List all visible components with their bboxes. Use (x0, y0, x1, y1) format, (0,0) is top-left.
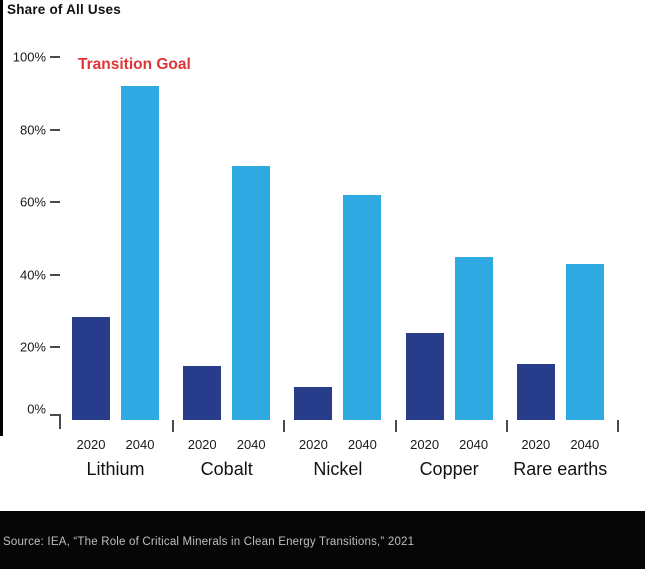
year-label-2020-cobalt: 2020 (187, 437, 217, 452)
bar-2040-lithium (121, 86, 159, 420)
year-label-2040-rare-earths: 2040 (570, 437, 600, 452)
x-axis-group-tick-3 (394, 420, 397, 432)
y-axis-tick-20 (50, 346, 60, 349)
y-axis-label-80: 80% (19, 122, 46, 138)
y-axis-tick-60 (50, 201, 60, 204)
bar-2040-cobalt (232, 165, 271, 420)
bar-2040-nickel (343, 194, 382, 420)
bar-2020-cobalt (183, 365, 222, 420)
year-label-2020-nickel: 2020 (298, 437, 328, 452)
year-label-2020-lithium: 2020 (76, 437, 106, 452)
category-label-copper: Copper (419, 459, 479, 479)
y-axis-label-60: 60% (19, 194, 46, 210)
bar-2020-rare-earths (516, 363, 555, 420)
category-label-nickel: Nickel (313, 459, 363, 479)
year-label-2040-copper: 2040 (459, 437, 489, 452)
x-axis-group-tick-2 (283, 420, 286, 432)
y-axis-label-100: 100% (12, 49, 46, 65)
year-label-2020-copper: 2020 (410, 437, 440, 452)
x-axis-group-tick-1 (172, 420, 175, 432)
transition-goal-annotation: Transition Goal (78, 56, 191, 73)
y-axis-tick-80 (50, 128, 60, 131)
category-label-lithium: Lithium (86, 459, 145, 479)
y-axis-label-0: 0% (27, 401, 46, 417)
year-label-2040-lithium: 2040 (125, 437, 155, 452)
source-footer: Source: IEA, “The Role of Critical Miner… (0, 511, 645, 569)
x-axis-group-tick-5 (617, 420, 619, 432)
year-label-2040-nickel: 2040 (347, 437, 377, 452)
source-text: Source: IEA, “The Role of Critical Miner… (3, 536, 415, 548)
chart-title: Share of All Uses (7, 2, 121, 17)
y-axis-tick-40 (50, 273, 60, 276)
year-label-2020-rare-earths: 2020 (521, 437, 551, 452)
bar-2040-rare-earths (565, 263, 604, 420)
year-label-2040-cobalt: 2040 (236, 437, 266, 452)
bar-2040-copper (454, 256, 493, 420)
bar-2020-lithium (72, 316, 110, 420)
category-label-cobalt: Cobalt (200, 459, 253, 479)
bar-2020-copper (405, 332, 444, 420)
axis-corner-tick (59, 414, 61, 429)
plot-area: Transition Goal 0% 20% 40% 60% 80% 100% 2020 20… (12, 49, 619, 479)
y-axis-label-20: 20% (19, 339, 46, 355)
bar-2020-nickel (294, 387, 333, 420)
y-axis-tick-0 (50, 414, 61, 416)
left-border (0, 0, 3, 436)
category-label-rare-earths: Rare earths (513, 459, 608, 479)
y-axis-tick-100 (50, 56, 60, 58)
x-axis-group-tick-4 (505, 420, 508, 432)
y-axis-label-40: 40% (19, 267, 46, 283)
